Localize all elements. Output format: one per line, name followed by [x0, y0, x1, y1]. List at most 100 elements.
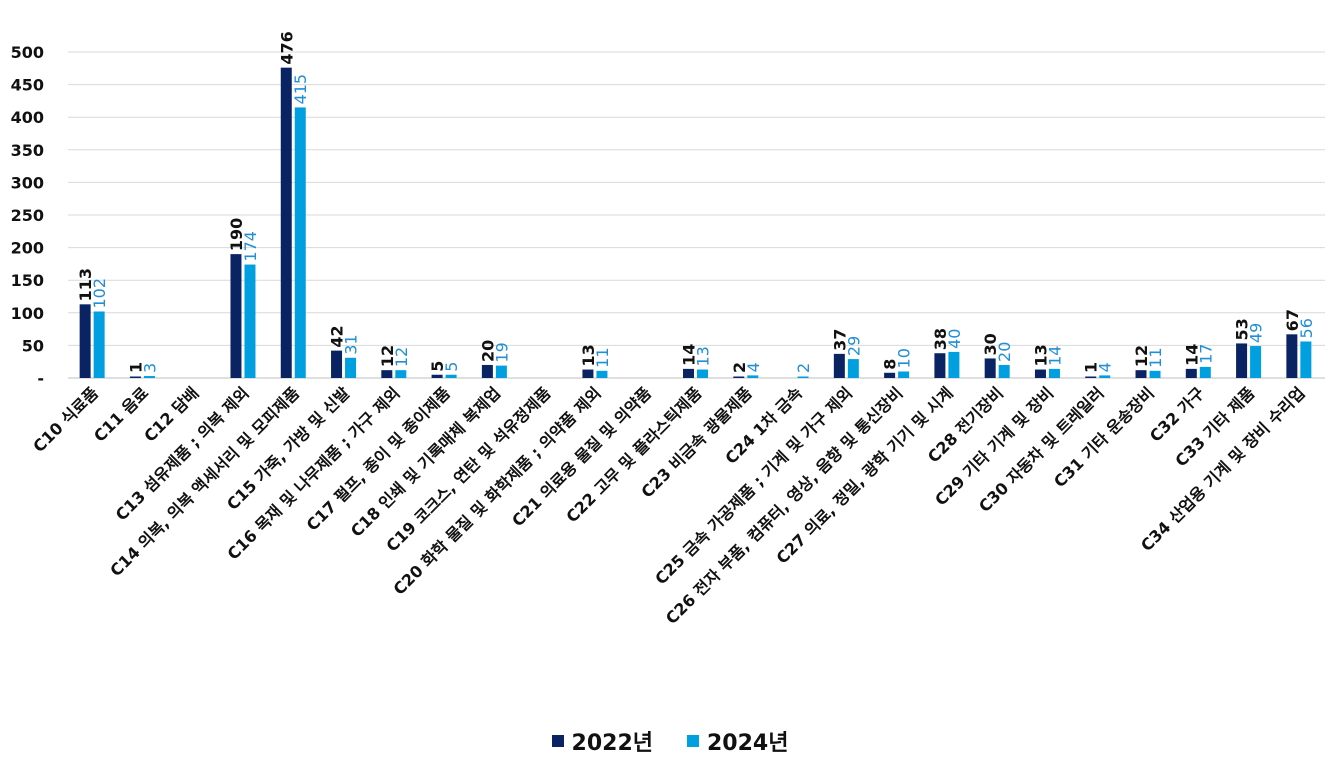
bar-2022 [481, 364, 493, 378]
data-label-2024: 4 [1096, 362, 1115, 372]
bar-2022 [79, 304, 91, 378]
data-label-2022: 2 [730, 362, 749, 373]
data-label-2022: 12 [1132, 345, 1151, 367]
data-label-2024: 20 [995, 342, 1014, 362]
data-label-2024: 14 [1045, 346, 1064, 366]
bar-2024 [1300, 341, 1312, 378]
legend: 2022년 2024년 [0, 725, 1340, 757]
bar-2022 [1286, 334, 1298, 378]
data-label-2022: 12 [378, 345, 397, 367]
bar-2022 [381, 370, 393, 378]
bar-2022 [733, 376, 745, 378]
legend-item-2022: 2022년 [551, 725, 653, 757]
data-label-2022: 113 [76, 268, 95, 301]
x-tick-label: C10 식료품 [29, 383, 102, 456]
y-tick-label: 450 [11, 76, 44, 95]
data-label-2022: 42 [328, 325, 347, 347]
bar-2024 [747, 375, 759, 378]
bar-2022 [230, 254, 242, 378]
y-tick-label: - [37, 369, 44, 388]
data-label-2024: 31 [342, 334, 361, 354]
data-label-2024: 10 [895, 348, 914, 368]
bar-2022 [280, 67, 292, 378]
data-label-2022: 13 [579, 344, 598, 366]
data-label-2022: 67 [1283, 309, 1302, 331]
bar-2024 [697, 369, 708, 378]
bar-2022 [1034, 369, 1046, 378]
bar-2024 [998, 364, 1010, 378]
bar-2022 [683, 368, 694, 378]
data-label-2022: 190 [227, 218, 246, 251]
data-label-2022: 1 [126, 362, 145, 373]
bar-2022 [934, 353, 946, 378]
y-tick-label: 400 [11, 108, 44, 127]
bar-2022 [1135, 370, 1147, 378]
gridlines [68, 51, 1325, 379]
bar-2024 [395, 370, 407, 378]
y-tick-label: 200 [11, 239, 44, 258]
x-tick-label: C26 전자 부품, 컴퓨터, 영상, 음향 및 통신장비 [662, 383, 906, 627]
data-label-2024: 4 [744, 362, 763, 372]
data-label-2024: 5 [442, 362, 461, 372]
data-label-2022: 8 [881, 359, 900, 370]
bar-2022 [1185, 368, 1197, 378]
data-label-2022: 5 [428, 361, 447, 372]
bar-2022 [431, 374, 443, 378]
bar-2022 [331, 350, 343, 378]
bars [79, 67, 1312, 379]
data-label-2024: 29 [844, 336, 863, 356]
y-tick-label: 250 [11, 206, 44, 225]
data-label-2024: 56 [1297, 318, 1316, 338]
legend-label-2024: 2024년 [707, 731, 789, 756]
data-label-2022: 476 [277, 31, 296, 64]
data-label-2024: 415 [291, 74, 310, 105]
bar-2024 [1099, 375, 1111, 378]
data-label-2024: 17 [1196, 344, 1215, 364]
bar-2024 [294, 107, 306, 379]
bar-2024 [93, 311, 105, 378]
y-tick-label: 150 [11, 271, 44, 290]
data-label-2022: 30 [981, 333, 1000, 355]
data-label-2022: 20 [478, 340, 497, 362]
data-label-2024: 174 [241, 231, 260, 262]
y-tick-label: 500 [11, 43, 44, 62]
data-label-2024: 19 [492, 342, 511, 362]
y-tick-label: 100 [11, 304, 44, 323]
data-label-2024: 40 [945, 329, 964, 349]
y-tick-label: 350 [11, 141, 44, 160]
bar-2022 [582, 369, 594, 378]
data-label-2022: 1 [1082, 362, 1101, 373]
bar-2024 [1048, 368, 1060, 378]
data-label-2022: 53 [1233, 318, 1252, 340]
data-label-2024: 12 [392, 347, 411, 367]
bar-2022 [129, 376, 141, 378]
data-label-2024: 2 [794, 363, 813, 373]
bar-2022 [984, 358, 996, 378]
bar-2024 [898, 371, 910, 378]
bar-2024 [495, 365, 507, 378]
data-label-2022: 13 [1031, 344, 1050, 366]
data-label-2024: 3 [140, 363, 159, 373]
legend-label-2022: 2022년 [571, 731, 653, 756]
bar-2022 [884, 372, 896, 378]
bar-2024 [847, 359, 859, 378]
bar-2024 [244, 264, 256, 378]
bar-2024 [345, 357, 357, 378]
bar-2024 [948, 351, 960, 378]
data-label-2024: 11 [1146, 347, 1165, 367]
bar-2022 [1085, 376, 1097, 378]
data-label-2024: 11 [593, 347, 612, 367]
data-label-2022: 37 [830, 329, 849, 351]
bar-2022 [1236, 343, 1248, 378]
bar-2024 [1250, 346, 1262, 378]
legend-swatch-2024 [687, 735, 699, 747]
data-label-2024: 13 [694, 346, 713, 366]
legend-swatch-2022 [551, 735, 564, 747]
bar-2024 [445, 374, 457, 378]
data-label-2024: 102 [90, 278, 109, 309]
bar-2024 [797, 376, 809, 378]
data-label-2022: 14 [680, 344, 699, 366]
